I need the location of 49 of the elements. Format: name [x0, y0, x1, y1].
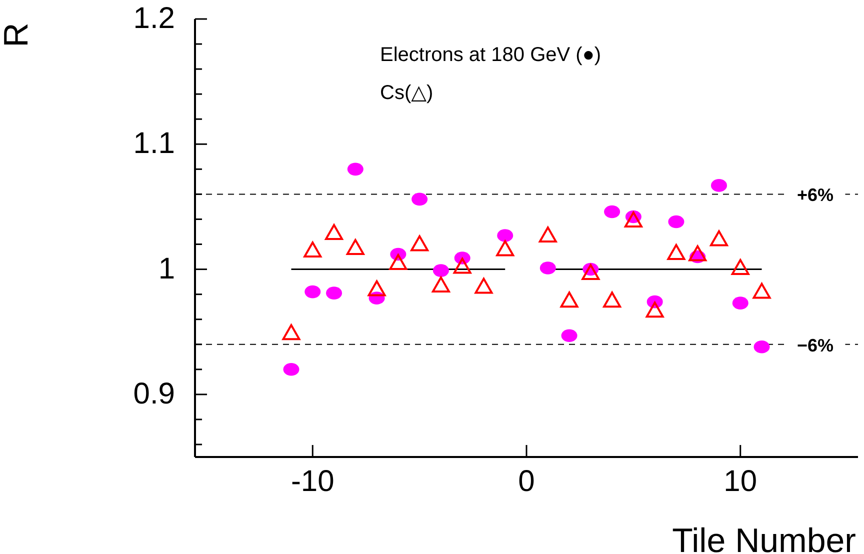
y-tick-label: 1.2: [133, 2, 175, 35]
point: [346, 239, 364, 256]
point: [432, 264, 449, 277]
y-tick-label: 1.1: [133, 127, 175, 160]
point: [282, 324, 300, 340]
point: [752, 282, 771, 299]
point: [582, 264, 600, 280]
point: [496, 240, 514, 256]
point: [368, 280, 386, 296]
point: [732, 296, 748, 310]
annotation: Electrons at 180 GeV (●): [380, 43, 602, 68]
point: [560, 292, 578, 308]
point: [538, 226, 557, 242]
point: [754, 340, 770, 354]
point: [412, 192, 428, 206]
y-axis-title: R: [0, 22, 36, 48]
y-tick-label: 0.9: [133, 377, 175, 410]
x-tick-label: -10: [290, 465, 334, 498]
point: [283, 363, 300, 376]
point: [688, 245, 707, 262]
point: [731, 259, 750, 276]
point: [603, 292, 622, 308]
point: [561, 329, 578, 342]
point: [453, 258, 472, 274]
x-tick-label: 10: [724, 465, 758, 498]
point: [497, 229, 514, 242]
point: [410, 235, 429, 252]
point: [326, 286, 342, 300]
point: [710, 179, 727, 192]
point: [604, 205, 620, 218]
point: [474, 278, 493, 294]
point: [304, 285, 321, 298]
point: [668, 215, 684, 228]
point: [389, 254, 408, 270]
annotation: Cs(△): [380, 81, 434, 106]
y-tick-label: 1: [158, 252, 175, 286]
annotation: +6%: [796, 185, 834, 206]
annotation: −6%: [796, 335, 834, 356]
point: [325, 224, 344, 240]
point: [646, 302, 664, 318]
point: [347, 162, 364, 176]
point: [432, 276, 450, 293]
point: [624, 211, 642, 228]
point: [667, 244, 686, 260]
x-axis-title: Tile Number: [672, 522, 856, 554]
x-tick-label: 0: [518, 465, 535, 498]
point: [710, 230, 728, 246]
point: [304, 242, 322, 258]
point: [540, 262, 556, 274]
